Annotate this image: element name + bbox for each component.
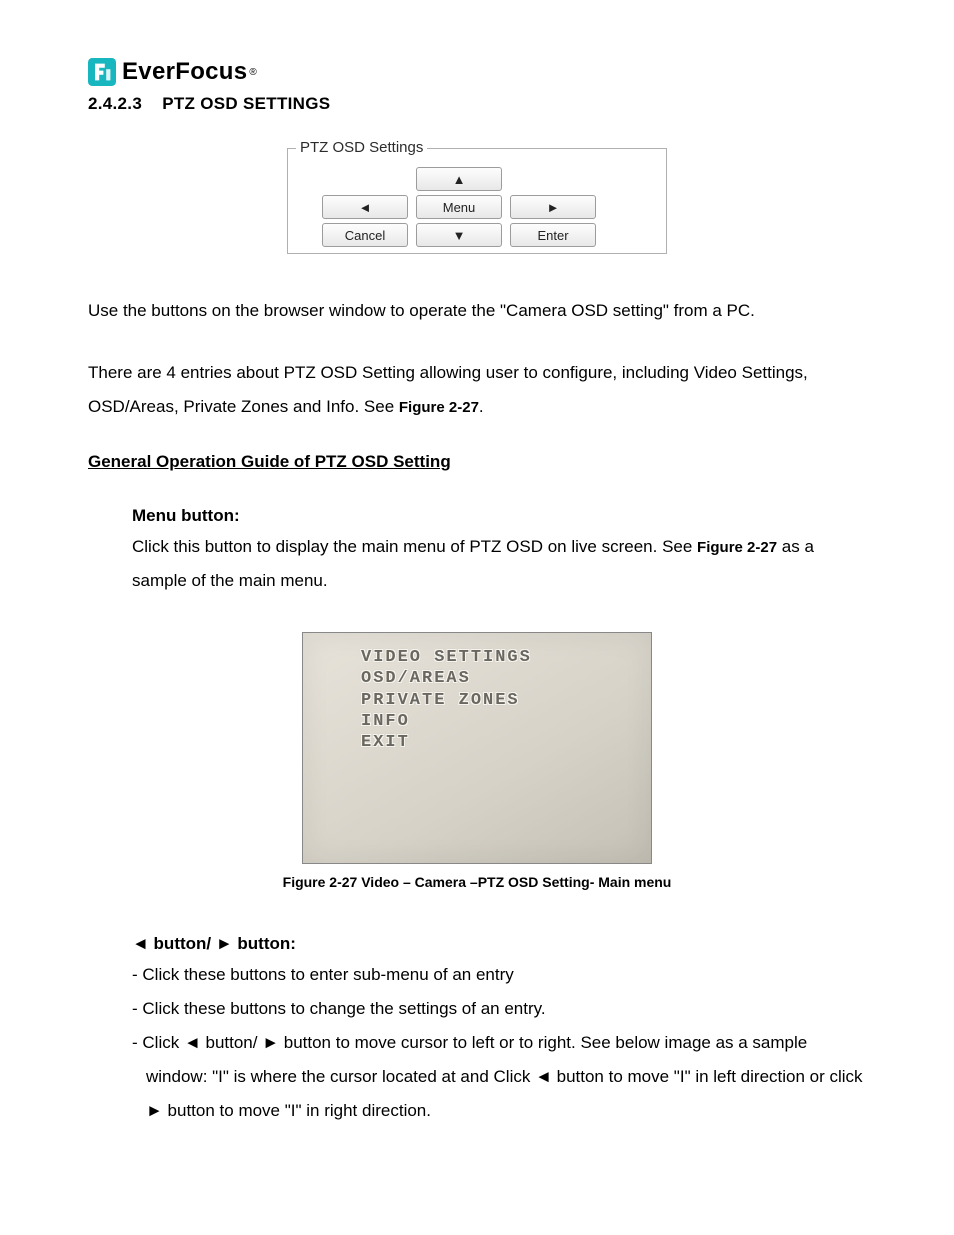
up-button[interactable]: ▲ (416, 167, 502, 191)
paragraph-entries-b: . (479, 397, 484, 416)
osd-menu-item: EXIT (361, 732, 651, 753)
section-title: PTZ OSD SETTINGS (162, 94, 330, 113)
osd-button-grid: ▲ ◄ Menu ► Cancel ▼ Enter (322, 167, 596, 247)
osd-menu-item: OSD/AREAS (361, 668, 651, 689)
paragraph-intro: Use the buttons on the browser window to… (88, 294, 866, 328)
brand-header: EverFocus ® (88, 58, 866, 86)
down-button[interactable]: ▼ (416, 223, 502, 247)
figure-ref: Figure 2-27 (399, 399, 479, 416)
menu-button-desc: Click this button to display the main me… (132, 530, 866, 598)
osd-menu-item: PRIVATE ZONES (361, 690, 651, 711)
menu-button[interactable]: Menu (416, 195, 502, 219)
right-button[interactable]: ► (510, 195, 596, 219)
ptz-osd-panel: PTZ OSD Settings ▲ ◄ Menu ► Cancel ▼ Ent… (287, 148, 667, 254)
left-button[interactable]: ◄ (322, 195, 408, 219)
brand-name: EverFocus (122, 58, 247, 86)
figure-caption: Figure 2-27 Video – Camera –PTZ OSD Sett… (88, 874, 866, 890)
everfocus-logo-icon (88, 58, 116, 86)
arrow-buttons-section: ◄ button/ ► button: - Click these button… (132, 934, 866, 1128)
osd-menu-item: VIDEO SETTINGS (361, 647, 651, 668)
registered-mark: ® (249, 67, 256, 78)
menu-button-label: Menu button: (132, 506, 866, 526)
arrow-buttons-label: ◄ button/ ► button: (132, 934, 866, 954)
list-item: - Click these buttons to enter sub-menu … (132, 958, 866, 992)
general-operation-heading: General Operation Guide of PTZ OSD Setti… (88, 452, 866, 472)
enter-button[interactable]: Enter (510, 223, 596, 247)
list-item: - Click these buttons to change the sett… (132, 992, 866, 1026)
menu-button-section: Menu button: Click this button to displa… (132, 506, 866, 598)
osd-menu-item: INFO (361, 711, 651, 732)
cancel-button[interactable]: Cancel (322, 223, 408, 247)
arrow-buttons-list: - Click these buttons to enter sub-menu … (132, 958, 866, 1128)
figure-ref-2: Figure 2-27 (697, 539, 777, 556)
paragraph-entries: There are 4 entries about PTZ OSD Settin… (88, 356, 866, 424)
list-item: - Click ◄ button/ ► button to move curso… (132, 1026, 866, 1128)
menu-desc-a: Click this button to display the main me… (132, 537, 697, 556)
panel-legend: PTZ OSD Settings (296, 139, 427, 156)
osd-panel-container: PTZ OSD Settings ▲ ◄ Menu ► Cancel ▼ Ent… (88, 148, 866, 254)
section-number: 2.4.2.3 (88, 94, 142, 113)
osd-main-menu-figure: VIDEO SETTINGS OSD/AREAS PRIVATE ZONES I… (302, 632, 652, 864)
section-heading: 2.4.2.3 PTZ OSD SETTINGS (88, 94, 866, 114)
